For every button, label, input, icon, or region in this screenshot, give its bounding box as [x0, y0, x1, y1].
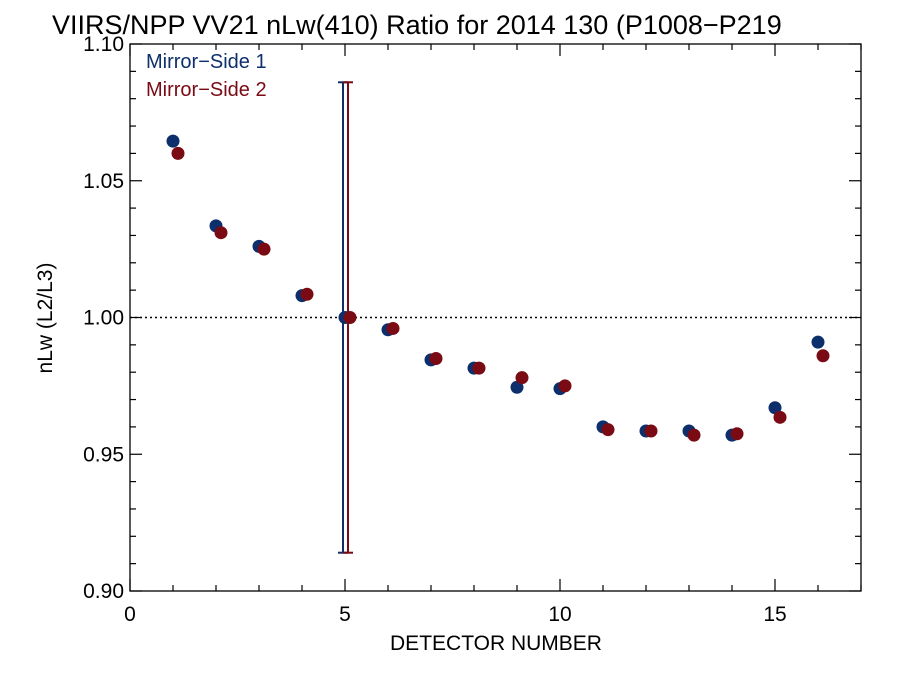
chart-title: VIIRS/NPP VV21 nLw(410) Ratio for 2014 1…	[52, 10, 782, 40]
data-point-series-2	[472, 361, 486, 375]
data-point-series-2	[687, 428, 701, 442]
legend-label-mirror-side-1: Mirror−Side 1	[146, 51, 267, 73]
data-point-series-2	[644, 424, 658, 438]
data-point-series-2	[515, 371, 529, 385]
y-tick-label: 1.05	[83, 170, 124, 193]
data-point-series-1	[510, 380, 524, 394]
data-point-series-2	[429, 352, 443, 366]
x-axis-title: DETECTOR NUMBER	[390, 632, 602, 655]
y-tick-label: 1.10	[83, 33, 124, 56]
y-tick-label: 0.90	[83, 580, 124, 603]
data-point-series-2	[773, 410, 787, 424]
legend-label-mirror-side-2: Mirror−Side 2	[146, 79, 267, 101]
y-tick-label: 1.00	[83, 307, 124, 330]
data-point-series-2	[601, 423, 615, 437]
data-point-series-1	[768, 401, 782, 415]
data-point-series-2	[730, 427, 744, 441]
data-point-series-2	[386, 321, 400, 335]
y-tick-label: 0.95	[83, 443, 124, 466]
data-point-series-2	[257, 242, 271, 256]
data-point-series-1	[166, 134, 180, 148]
x-tick-label: 10	[548, 603, 571, 626]
y-axis-title: nLw (L2/L3)	[34, 263, 57, 374]
x-tick-label: 0	[124, 603, 136, 626]
axis-ticks: 0 5 10 15 0.90 0.95 1.00 1.05 1.10	[83, 33, 862, 626]
data-point-series-2	[171, 146, 185, 160]
legend: Mirror−Side 1 Mirror−Side 2	[146, 51, 267, 101]
x-tick-label: 5	[339, 603, 351, 626]
x-tick-label: 15	[763, 603, 786, 626]
data-point-series-2	[558, 379, 572, 393]
data-point-series-2	[343, 311, 357, 324]
data-points	[166, 134, 830, 442]
data-point-series-2	[300, 287, 314, 301]
data-point-series-1	[811, 335, 825, 349]
data-point-series-2	[816, 349, 830, 363]
data-point-series-2	[214, 226, 228, 240]
